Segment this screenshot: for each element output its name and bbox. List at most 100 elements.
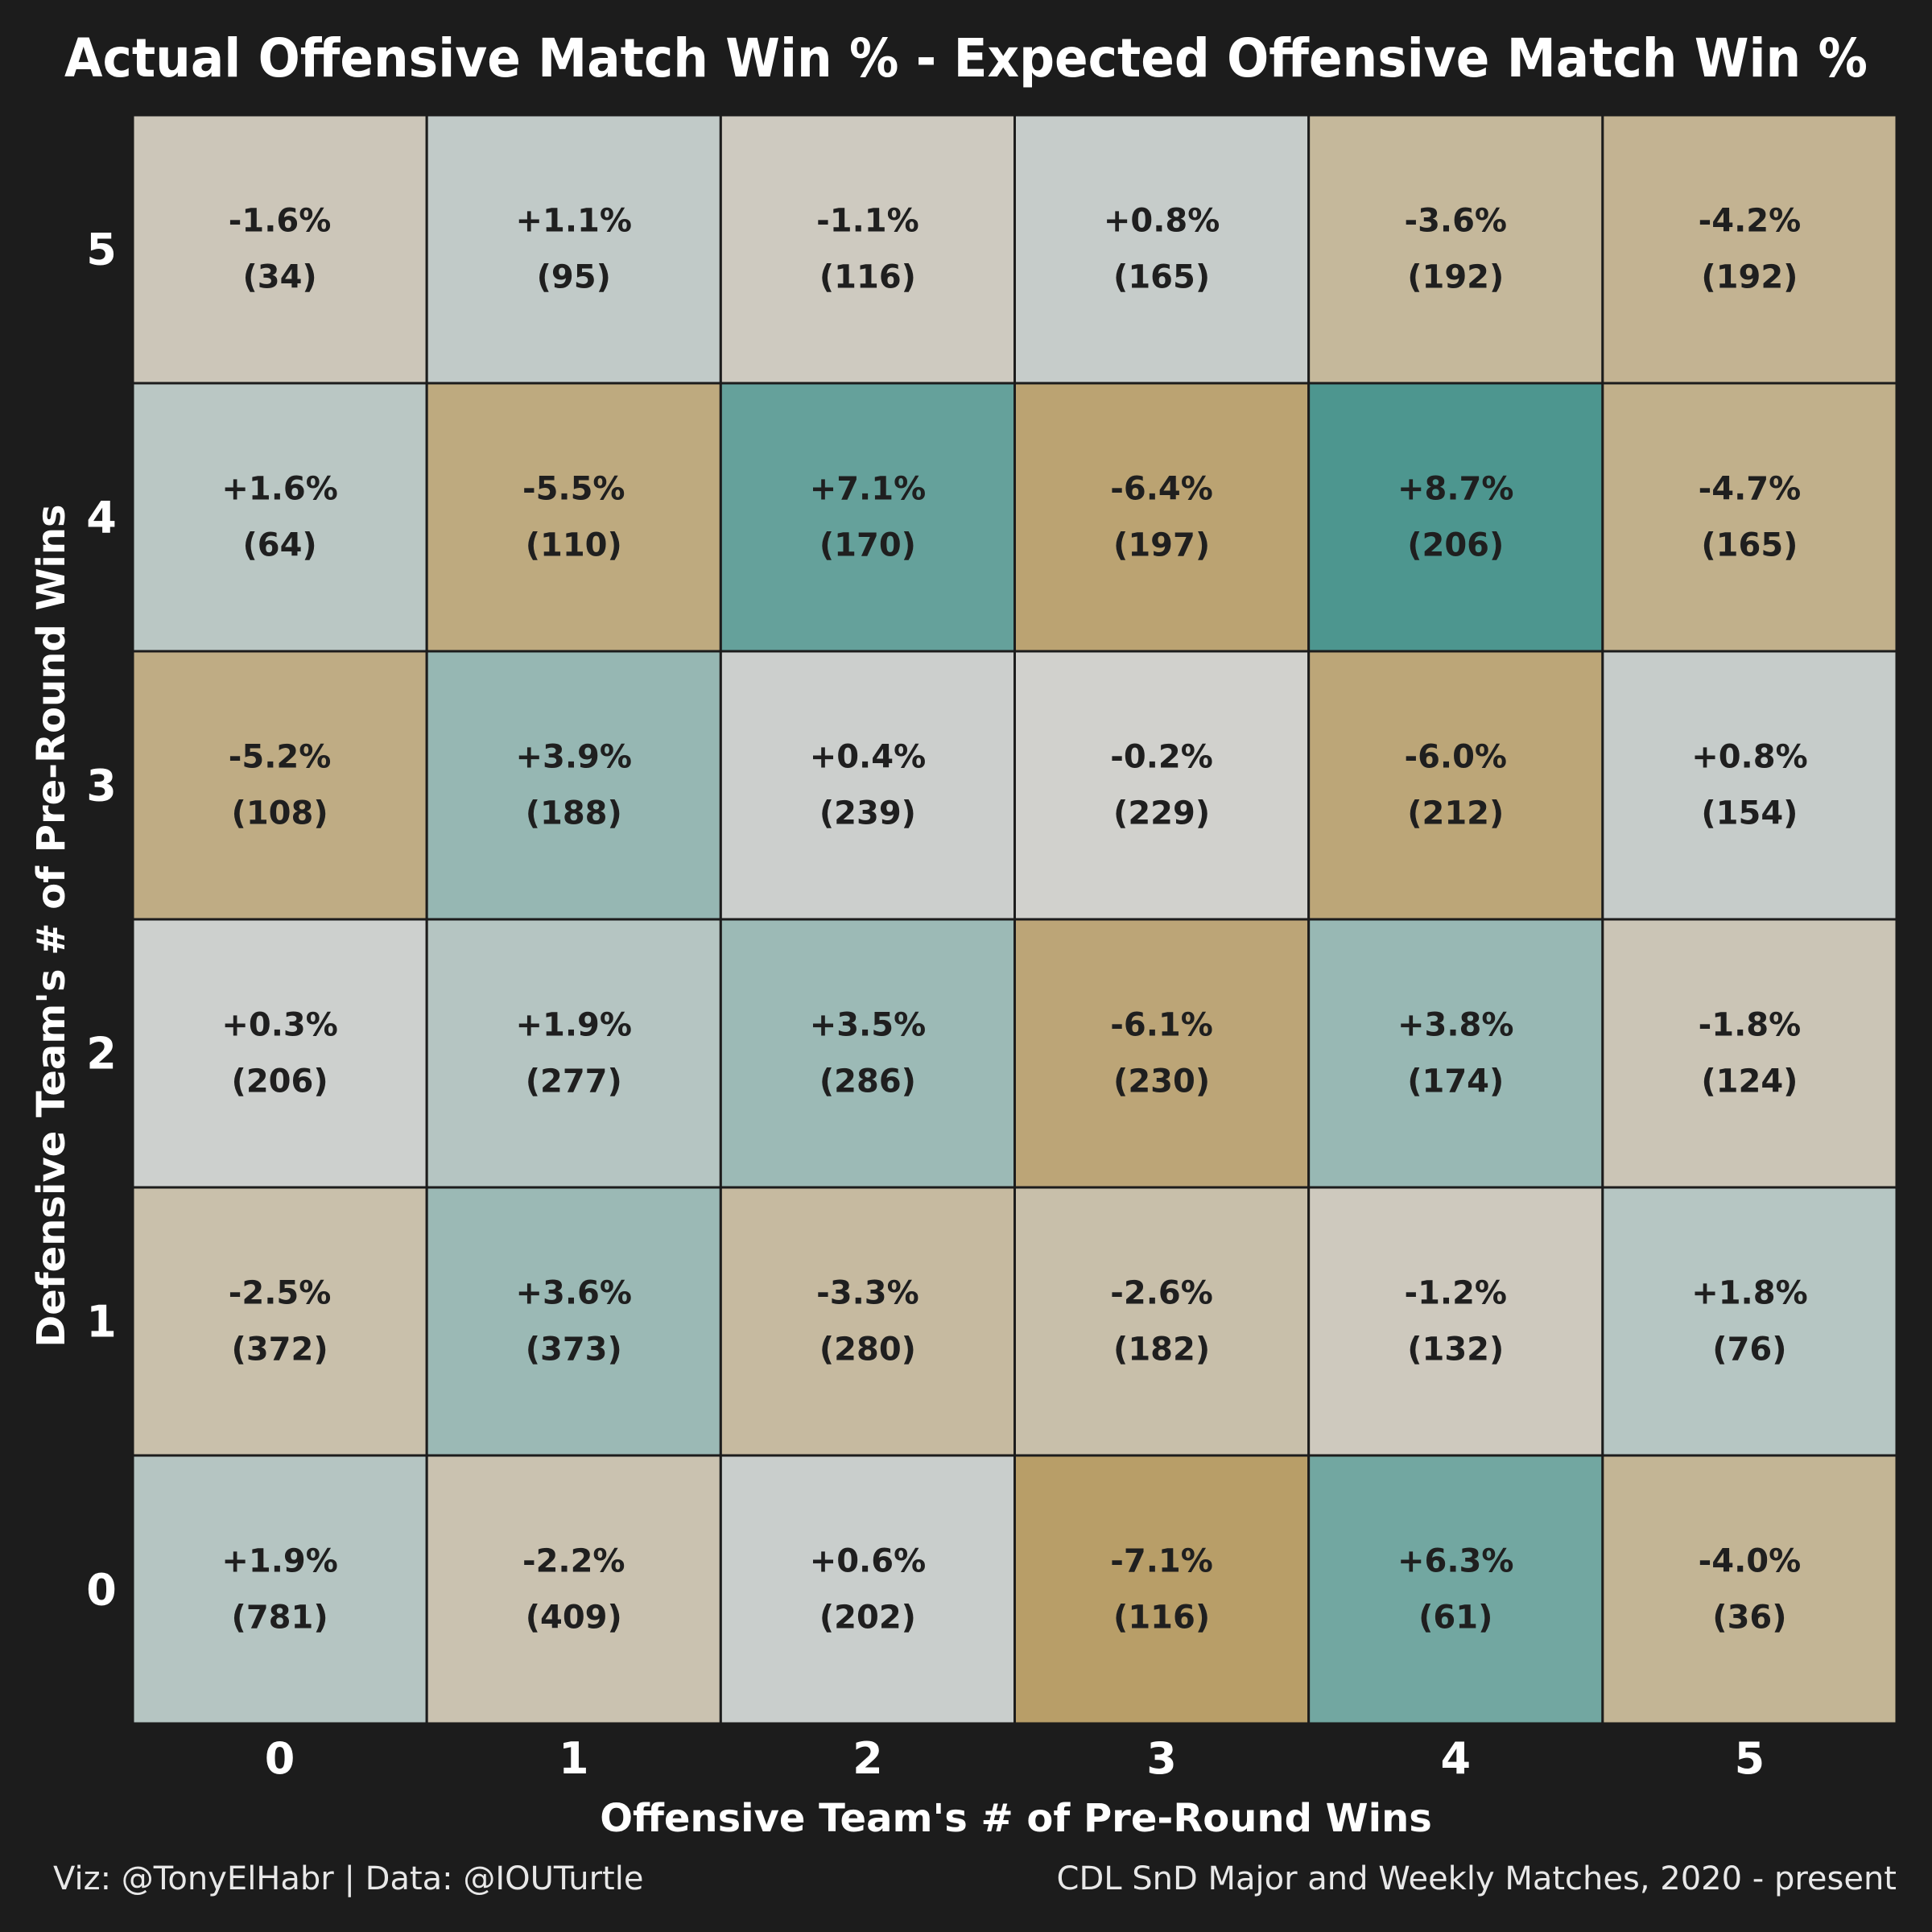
heatmap-cell-rect (1601, 918, 1898, 1189)
heatmap-cell: +6.3% (61) (1307, 1454, 1604, 1725)
cell-count-label: (206) (232, 1063, 328, 1100)
heatmap-cell-rect (719, 1186, 1016, 1457)
cell-value-label: -4.7% (1699, 471, 1802, 508)
x-axis-ticks: 0 1 2 3 4 5 (265, 1733, 1765, 1784)
heatmap-cell-rect (719, 382, 1016, 653)
heatmap-cell: -4.7% (165) (1601, 382, 1898, 653)
cell-count-label: (206) (1407, 527, 1504, 564)
heatmap-cell-rect (1013, 918, 1311, 1189)
heatmap-cell-rect (1013, 382, 1311, 653)
cell-count-label: (124) (1701, 1063, 1798, 1100)
heatmap-cell: +8.7% (206) (1307, 382, 1604, 653)
cell-value-label: +7.1% (810, 471, 926, 508)
cell-count-label: (108) (232, 795, 328, 832)
heatmap-cell-rect (425, 114, 722, 385)
cell-count-label: (212) (1407, 795, 1504, 832)
heatmap-cell: -1.2% (132) (1307, 1186, 1604, 1457)
heatmap-cell-rect (131, 650, 428, 921)
cell-value-label: +0.8% (1691, 739, 1807, 776)
cell-value-label: -3.6% (1404, 203, 1507, 240)
cell-count-label: (202) (819, 1600, 916, 1637)
heatmap-cell: -4.2% (192) (1601, 114, 1898, 385)
cell-value-label: +8.7% (1397, 471, 1513, 508)
heatmap-cell: +0.3% (206) (131, 918, 428, 1189)
heatmap-cell-rect (131, 1186, 428, 1457)
y-axis-title: Defensive Team's # of Pre-Round Wins (29, 504, 74, 1347)
x-tick-label: 0 (265, 1733, 295, 1784)
heatmap-cell: +0.4% (239) (719, 650, 1016, 921)
y-tick-label: 3 (86, 761, 117, 811)
cell-value-label: +1.9% (516, 1007, 632, 1044)
cell-value-label: -0.2% (1110, 739, 1213, 776)
cell-count-label: (110) (526, 527, 622, 564)
heatmap-cell: -1.8% (124) (1601, 918, 1898, 1189)
heatmap-cell: +3.8% (174) (1307, 918, 1604, 1189)
heatmap-cell-rect (1601, 114, 1898, 385)
cell-value-label: -6.0% (1404, 739, 1507, 776)
heatmap-cell: -2.2% (409) (425, 1454, 722, 1725)
heatmap-cell-rect (131, 1454, 428, 1725)
cell-count-label: (95) (537, 259, 611, 296)
cell-count-label: (229) (1113, 795, 1210, 832)
heatmap-cell: +1.6% (64) (131, 382, 428, 653)
cell-count-label: (372) (232, 1331, 328, 1368)
cell-count-label: (280) (819, 1331, 916, 1368)
x-tick-label: 4 (1440, 1733, 1471, 1784)
heatmap-cell: -6.1% (230) (1013, 918, 1311, 1189)
cell-value-label: +0.3% (221, 1007, 337, 1044)
cell-count-label: (230) (1113, 1063, 1210, 1100)
x-axis-title: Offensive Team's # of Pre-Round Wins (600, 1796, 1432, 1841)
heatmap-cell-rect (425, 650, 722, 921)
cell-value-label: +3.5% (810, 1007, 926, 1044)
heatmap-cell: -3.6% (192) (1307, 114, 1604, 385)
cell-value-label: -2.6% (1110, 1275, 1213, 1312)
cell-count-label: (116) (819, 259, 916, 296)
heatmap-cell-rect (719, 1454, 1016, 1725)
heatmap-cell-rect (425, 1454, 722, 1725)
cell-value-label: +1.1% (516, 203, 632, 240)
heatmap-cell: -5.5% (110) (425, 382, 722, 653)
heatmap-cell-rect (1601, 1454, 1898, 1725)
cell-count-label: (781) (232, 1600, 328, 1637)
cell-count-label: (170) (819, 527, 916, 564)
y-axis-ticks: 0 1 2 3 4 5 (86, 225, 117, 1616)
heatmap-cell: +1.9% (277) (425, 918, 722, 1189)
heatmap-cell: +0.8% (154) (1601, 650, 1898, 921)
cell-value-label: +6.3% (1397, 1543, 1513, 1580)
heatmap-cell: -6.0% (212) (1307, 650, 1604, 921)
heatmap-cell: -1.1% (116) (719, 114, 1016, 385)
heatmap-cell: -1.6% (34) (131, 114, 428, 385)
heatmap-cell-rect (425, 1186, 722, 1457)
heatmap-cell-rect (1307, 918, 1604, 1189)
chart-title: Actual Offensive Match Win % - Expected … (64, 27, 1868, 89)
cell-count-label: (132) (1407, 1331, 1504, 1368)
heatmap-cell: +3.5% (286) (719, 918, 1016, 1189)
heatmap-cell: +1.9% (781) (131, 1454, 428, 1725)
heatmap-cell-rect (425, 918, 722, 1189)
cell-value-label: -5.5% (522, 471, 625, 508)
cell-value-label: +1.9% (221, 1543, 337, 1580)
y-tick-label: 0 (86, 1565, 117, 1616)
heatmap-cell-rect (1307, 382, 1604, 653)
cell-value-label: -6.1% (1110, 1007, 1213, 1044)
cell-value-label: -4.0% (1699, 1543, 1802, 1580)
heatmap-cell-rect (719, 650, 1016, 921)
cell-value-label: +0.8% (1104, 203, 1220, 240)
cell-count-label: (34) (242, 259, 316, 296)
x-tick-label: 5 (1735, 1733, 1765, 1784)
heatmap-cell: +3.6% (373) (425, 1186, 722, 1457)
cell-count-label: (61) (1418, 1600, 1492, 1637)
cell-count-label: (239) (819, 795, 916, 832)
heatmap-cell-rect (1601, 650, 1898, 921)
heatmap-cell-rect (425, 382, 722, 653)
cell-value-label: -7.1% (1110, 1543, 1213, 1580)
heatmap-cell-rect (1307, 1186, 1604, 1457)
heatmap-cell: -7.1% (116) (1013, 1454, 1311, 1725)
y-tick-label: 5 (86, 225, 117, 275)
cell-value-label: -1.1% (816, 203, 919, 240)
cell-count-label: (192) (1701, 259, 1798, 296)
heatmap-cell-rect (1013, 1186, 1311, 1457)
x-tick-label: 1 (559, 1733, 589, 1784)
heatmap-cell-rect (1013, 114, 1311, 385)
